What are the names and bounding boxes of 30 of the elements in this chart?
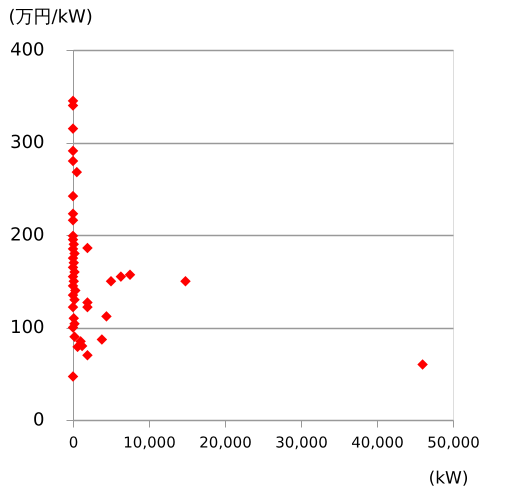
point (116, 271, 126, 282)
y-tick-label: 300 (10, 132, 44, 153)
y-axis-title: (万円/kW) (8, 6, 93, 28)
y-tick-label: 100 (10, 317, 44, 338)
x-axis-title: (kW) (428, 468, 468, 488)
point (68, 302, 78, 312)
point (72, 166, 82, 178)
point (180, 276, 191, 286)
point (124, 270, 136, 280)
x-tick-label: 40,000 (351, 434, 404, 452)
point (82, 242, 93, 254)
x-tick-label: 20,000 (199, 434, 252, 452)
point (106, 276, 116, 286)
point (417, 359, 428, 370)
point (82, 350, 93, 360)
x-tick-label: 10,000 (123, 434, 176, 452)
x-tick-label: 0 (68, 434, 78, 452)
point (68, 190, 78, 202)
x-tick-label: 50,000 (427, 434, 480, 452)
y-tick-label: 0 (33, 410, 44, 430)
point (101, 311, 112, 322)
y-tick-label: 400 (10, 40, 44, 60)
point (69, 332, 80, 342)
point (96, 334, 108, 345)
x-tick-label: 30,000 (275, 434, 328, 452)
point (68, 146, 78, 156)
point (68, 371, 78, 382)
point (68, 123, 78, 134)
y-tick-label: 200 (10, 224, 44, 246)
point (68, 156, 78, 166)
